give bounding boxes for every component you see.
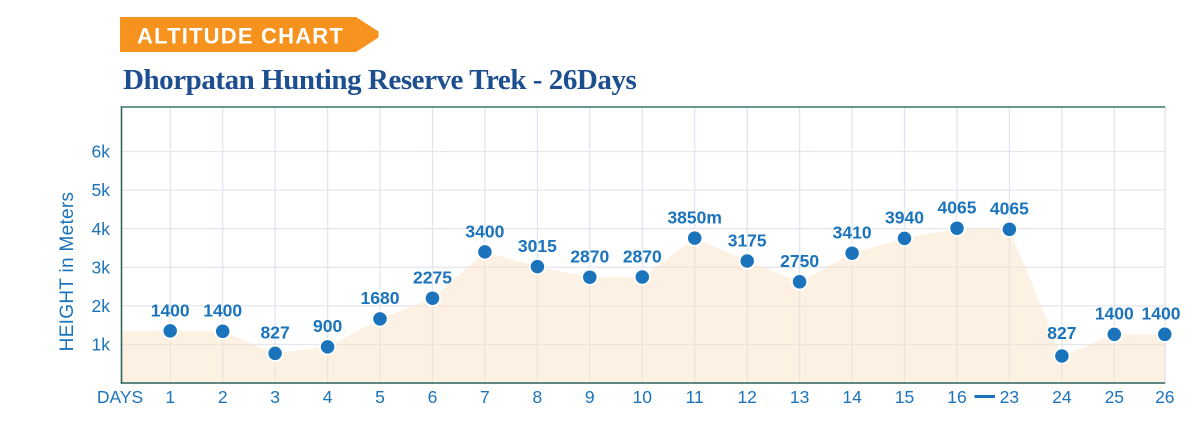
svg-text:1400: 1400 <box>1095 304 1134 324</box>
svg-text:4065: 4065 <box>990 199 1029 219</box>
svg-text:4: 4 <box>323 387 333 407</box>
svg-text:1680: 1680 <box>361 288 400 308</box>
svg-text:2: 2 <box>218 387 228 407</box>
svg-text:3015: 3015 <box>518 236 557 256</box>
svg-text:5k: 5k <box>92 180 111 200</box>
svg-text:3410: 3410 <box>833 223 872 243</box>
svg-text:1: 1 <box>165 387 175 407</box>
svg-text:827: 827 <box>260 322 289 342</box>
svg-text:HEIGHT in Meters: HEIGHT in Meters <box>57 192 78 352</box>
svg-text:3175: 3175 <box>728 230 767 250</box>
svg-text:8: 8 <box>533 387 543 407</box>
svg-text:2870: 2870 <box>623 246 662 266</box>
svg-text:16: 16 <box>947 387 966 407</box>
svg-text:25: 25 <box>1105 387 1124 407</box>
svg-text:1400: 1400 <box>151 300 190 320</box>
svg-text:9: 9 <box>585 387 595 407</box>
svg-text:3850m: 3850m <box>667 208 722 228</box>
svg-text:6: 6 <box>428 387 438 407</box>
svg-text:24: 24 <box>1052 387 1072 407</box>
svg-text:15: 15 <box>895 387 914 407</box>
svg-text:3400: 3400 <box>465 222 504 242</box>
svg-text:3940: 3940 <box>885 208 924 228</box>
svg-text:12: 12 <box>737 387 756 407</box>
svg-text:3: 3 <box>270 387 280 407</box>
svg-text:1400: 1400 <box>203 301 242 321</box>
svg-text:14: 14 <box>842 387 862 407</box>
svg-text:1400: 1400 <box>1142 304 1181 324</box>
svg-text:13: 13 <box>790 387 809 407</box>
svg-text:DAYS: DAYS <box>97 387 143 407</box>
svg-text:827: 827 <box>1047 323 1076 343</box>
svg-text:6k: 6k <box>92 142 111 162</box>
svg-text:10: 10 <box>633 387 653 407</box>
svg-text:11: 11 <box>686 387 704 407</box>
svg-text:4k: 4k <box>92 219 111 239</box>
svg-text:1k: 1k <box>92 335 111 355</box>
svg-text:26: 26 <box>1155 387 1174 407</box>
svg-text:5: 5 <box>375 387 385 407</box>
svg-text:3k: 3k <box>92 257 111 277</box>
svg-text:23: 23 <box>1000 387 1019 407</box>
svg-text:7: 7 <box>480 387 490 407</box>
svg-text:2275: 2275 <box>413 268 452 288</box>
svg-text:2k: 2k <box>92 296 111 316</box>
svg-text:4065: 4065 <box>938 198 977 218</box>
svg-text:2870: 2870 <box>570 247 609 267</box>
svg-text:900: 900 <box>313 316 342 336</box>
svg-text:2750: 2750 <box>780 251 819 271</box>
